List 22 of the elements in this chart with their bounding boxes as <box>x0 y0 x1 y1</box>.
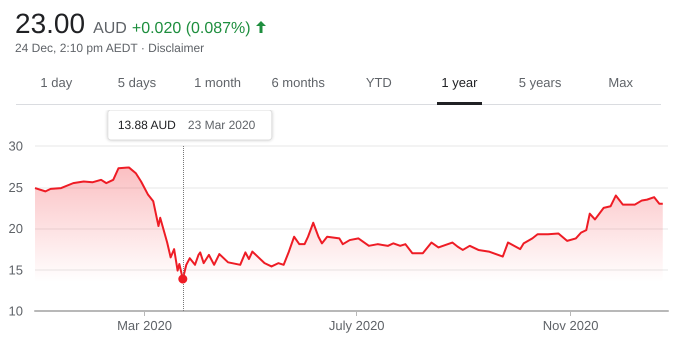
text: 5 days <box>118 75 156 90</box>
chart-title: 23.00 <box>15 8 86 40</box>
text: Max <box>608 75 633 90</box>
text: 24 Dec, 2:10 pm AEDT · Disclaimer <box>15 41 204 55</box>
y-tick-label: 25 <box>8 180 23 195</box>
text: 1 year <box>441 75 478 90</box>
text: 5 years <box>518 75 562 90</box>
text: YTD <box>366 75 392 90</box>
y-tick-label: 10 <box>8 304 23 318</box>
x-tick-label: Nov 2020 <box>542 318 598 333</box>
text: 13.88 AUD <box>118 118 176 132</box>
y-tick-label: 30 <box>8 138 23 154</box>
text: 1 day <box>40 75 72 90</box>
x-tick-label: July 2020 <box>328 318 385 333</box>
text: 23 Mar 2020 <box>188 118 256 132</box>
y-tick-label: 15 <box>8 262 23 278</box>
text: 1 month <box>194 75 242 90</box>
x-tick-label: Mar 2020 <box>117 318 172 333</box>
text: +0.020 (0.087%) <box>132 20 251 38</box>
y-tick-label: 20 <box>8 221 23 236</box>
text: AUD <box>93 20 127 38</box>
text: 6 months <box>271 75 325 90</box>
